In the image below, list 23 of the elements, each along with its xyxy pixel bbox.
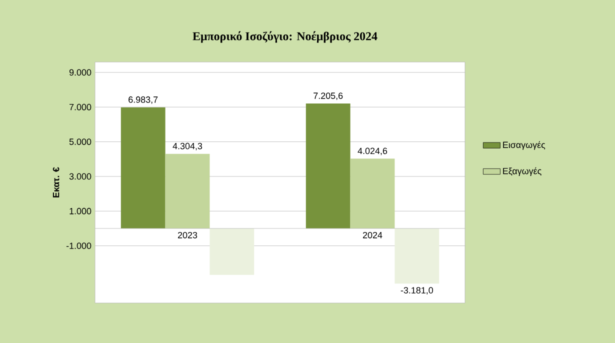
data-label: -3.181,0 <box>400 287 434 295</box>
bar <box>350 158 395 228</box>
legend-label: Εισαγωγές <box>503 141 546 150</box>
x-tick-label: 2024 <box>362 232 382 238</box>
data-label: 6.983,7 <box>128 96 158 104</box>
y-tick-label: 9.000 <box>69 69 92 76</box>
y-tick-label: 5.000 <box>69 138 92 145</box>
data-label: 4.304,3 <box>172 142 202 150</box>
bar <box>120 107 166 228</box>
data-label: 4.024,6 <box>358 148 388 156</box>
chart-title: Εμπορικό Ισοζύγιο: Νοέμβριος 2024 <box>192 31 378 43</box>
y-axis-title: Εκατ. € <box>52 167 60 198</box>
data-label: 7.205,6 <box>314 92 343 100</box>
y-tick-label: 7.000 <box>70 104 92 110</box>
y-tick-label: 3.000 <box>69 173 92 180</box>
bar <box>306 104 350 228</box>
bar <box>165 154 210 228</box>
y-tick-label: 1.000 <box>70 208 92 214</box>
y-tick-label: -1.000 <box>66 242 92 249</box>
legend-label: Εξαγωγές <box>503 167 542 176</box>
x-tick-label: 2023 <box>178 232 198 238</box>
bar <box>210 228 254 275</box>
bar <box>394 228 440 284</box>
